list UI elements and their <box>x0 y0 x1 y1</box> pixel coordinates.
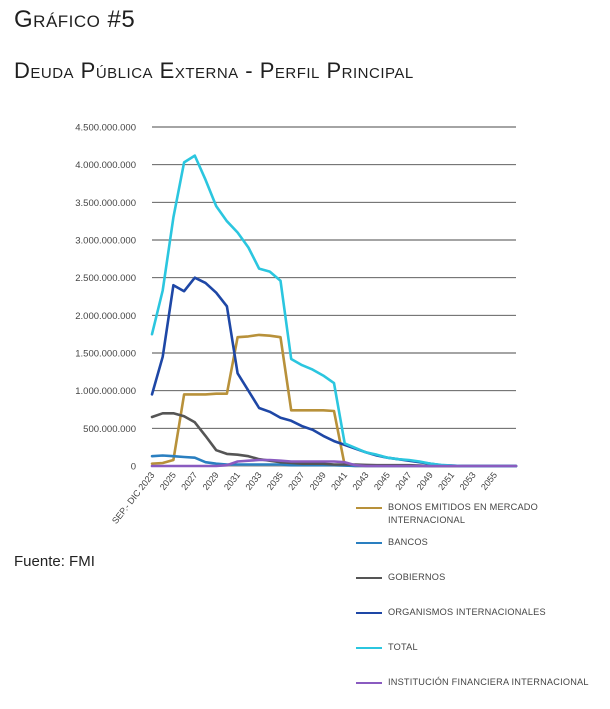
series-line-gobiernos <box>150 411 518 468</box>
legend-item: Bancos <box>356 534 606 569</box>
x-tick-label: 2051 <box>436 470 456 492</box>
x-tick-label: 2027 <box>179 470 199 492</box>
legend-item: Gobiernos <box>356 569 606 604</box>
legend-swatch <box>356 542 382 544</box>
series-lines <box>150 154 518 468</box>
legend-swatch <box>356 577 382 579</box>
x-tick-label: 2053 <box>458 470 478 492</box>
x-tick-label: 2045 <box>372 470 392 492</box>
x-tick-label: SEP.- DIC 2023 <box>110 470 157 526</box>
x-tick-label: 2025 <box>158 470 178 492</box>
x-tick-label: 2037 <box>286 470 306 492</box>
legend-label: Bancos <box>388 537 429 547</box>
legend-item: Institución financiera internacional <box>356 674 606 709</box>
x-tick-label: 2041 <box>329 470 349 492</box>
series-line-bonos-emitidos-en-mercado-internacional <box>150 333 518 468</box>
legend-swatch <box>356 647 382 649</box>
chart-title: Deuda Pública Externa - Perfil Principal <box>14 58 414 83</box>
source-note: Fuente: FMI <box>14 553 95 570</box>
legend: Bonos emitidos en mercado internacional B… <box>356 499 606 709</box>
y-tick-label: 3.500.000.000 <box>75 198 136 209</box>
y-tick-label: 4.000.000.000 <box>75 160 136 171</box>
x-tick-label: 2049 <box>415 470 435 492</box>
legend-label: Total <box>388 642 418 652</box>
legend-label: Gobiernos <box>388 572 446 582</box>
legend-item: Organismos internacionales <box>356 604 606 639</box>
x-tick-label: 2047 <box>393 470 413 492</box>
y-tick-label: 0 <box>131 462 136 473</box>
legend-item: Total <box>356 639 606 674</box>
series-line-instituci-n-financiera-internacional <box>150 458 518 468</box>
legend-swatch <box>356 612 382 614</box>
x-tick-label: 2035 <box>265 470 285 492</box>
y-axis-ticks: 0 500.000.000 1.000.000.000 1.500.000.000 2.… <box>75 123 136 473</box>
legend-swatch <box>356 682 382 684</box>
legend-label: Organismos internacionales <box>388 607 546 617</box>
x-tick-label: 2055 <box>479 470 499 492</box>
y-tick-label: 500.000.000 <box>83 424 136 435</box>
x-tick-label: 2043 <box>350 470 370 492</box>
legend-swatch <box>356 507 382 509</box>
y-tick-label: 4.500.000.000 <box>75 123 136 134</box>
legend-item: Bonos emitidos en mercado internacional <box>356 499 606 534</box>
x-tick-label: 2029 <box>201 470 221 492</box>
legend-label: Institución financiera internacional <box>388 677 589 687</box>
x-tick-label: 2031 <box>222 470 242 492</box>
x-tick-label: 2039 <box>308 470 328 492</box>
y-tick-label: 2.000.000.000 <box>75 311 136 322</box>
y-tick-label: 1.500.000.000 <box>75 349 136 360</box>
legend-label: Bonos emitidos en mercado internacional <box>388 502 538 525</box>
y-tick-label: 3.000.000.000 <box>75 236 136 247</box>
y-tick-label: 1.000.000.000 <box>75 386 136 397</box>
x-tick-label: 2033 <box>243 470 263 492</box>
figure-label: Gráfico #5 <box>14 6 136 33</box>
y-tick-label: 2.500.000.000 <box>75 273 136 284</box>
